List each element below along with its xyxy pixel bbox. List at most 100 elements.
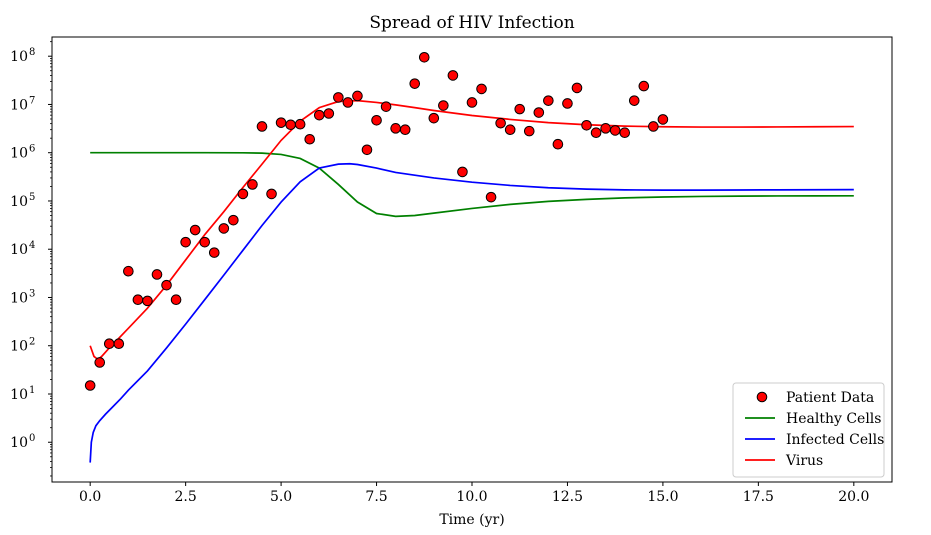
data-point xyxy=(409,78,421,89)
data-point xyxy=(361,144,373,156)
data-point xyxy=(189,224,201,236)
y-tick-label: 10 xyxy=(10,290,28,306)
x-tick-label: 2.5 xyxy=(175,489,197,505)
y-tick-exponent: 5 xyxy=(29,192,35,203)
data-point xyxy=(151,269,163,280)
data-point xyxy=(247,179,258,190)
data-point xyxy=(94,357,106,368)
legend-label-infected-cells: Infected Cells xyxy=(786,432,884,448)
legend-marker-patient-data xyxy=(756,391,768,403)
data-point xyxy=(304,133,316,145)
y-tick-exponent: 4 xyxy=(29,240,35,251)
y-tick-label: 10 xyxy=(10,339,28,355)
data-point xyxy=(294,118,306,130)
x-axis-label: Time (yr) xyxy=(439,512,504,528)
data-point xyxy=(590,127,602,138)
y-tick-exponent: 8 xyxy=(29,47,35,58)
data-point xyxy=(84,380,96,391)
data-point xyxy=(323,108,335,119)
data-point xyxy=(476,83,487,95)
data-point xyxy=(142,295,153,307)
data-point xyxy=(180,236,191,248)
data-point xyxy=(648,121,659,132)
data-point xyxy=(103,338,115,350)
data-point xyxy=(438,100,449,111)
legend-label-patient-data: Patient Data xyxy=(786,390,874,406)
data-point xyxy=(428,112,440,124)
y-tick-label: 10 xyxy=(10,242,28,258)
x-tick-label: 10.0 xyxy=(456,489,487,505)
legend: Patient Data Healthy Cells Infected Cell… xyxy=(732,382,885,478)
data-point xyxy=(237,188,249,200)
x-tick-label: 12.5 xyxy=(552,489,583,505)
data-point xyxy=(132,294,144,305)
x-tick-label: 17.5 xyxy=(743,489,774,505)
data-point xyxy=(638,80,650,92)
data-point xyxy=(447,70,459,81)
data-point xyxy=(571,82,583,94)
y-tick-exponent: 7 xyxy=(29,95,35,106)
data-point xyxy=(495,117,506,129)
y-tick-label: 10 xyxy=(10,435,28,451)
data-point xyxy=(657,114,669,125)
legend-label-virus: Virus xyxy=(785,453,823,469)
y-tick-exponent: 1 xyxy=(29,385,35,396)
x-axis-ticks: 0.0 2.5 5.0 7.5 10.0 12.5 15.0 17.5 20.0 xyxy=(79,482,869,505)
data-point xyxy=(208,247,220,258)
data-point xyxy=(390,123,401,134)
data-point xyxy=(266,188,277,200)
data-point xyxy=(352,90,363,102)
y-tick-label: 10 xyxy=(10,194,28,210)
series-line-infected-cells xyxy=(89,162,854,463)
data-point xyxy=(285,119,296,131)
data-point xyxy=(485,191,497,203)
data-point xyxy=(533,107,545,118)
data-point xyxy=(218,223,230,234)
data-point xyxy=(543,95,554,106)
data-point xyxy=(466,97,478,108)
data-point xyxy=(581,119,592,131)
data-point xyxy=(399,124,411,135)
data-point xyxy=(275,117,287,128)
x-tick-label: 0.0 xyxy=(79,489,101,505)
data-point xyxy=(600,123,611,134)
series-line-healthy-cells xyxy=(90,151,854,218)
data-point xyxy=(313,109,325,121)
y-tick-exponent: 3 xyxy=(29,288,35,299)
y-tick-label: 10 xyxy=(10,49,28,65)
series-line-virus xyxy=(89,99,854,361)
legend-box xyxy=(732,382,885,478)
data-point xyxy=(161,279,172,291)
x-tick-label: 15.0 xyxy=(647,489,678,505)
plot-marks xyxy=(84,51,854,463)
data-point xyxy=(609,125,621,136)
y-tick-exponent: 0 xyxy=(29,433,35,444)
data-point xyxy=(228,214,239,226)
data-point xyxy=(199,236,211,248)
data-point xyxy=(123,265,134,277)
data-point xyxy=(380,101,392,112)
chart-title: Spread of HIV Infection xyxy=(369,13,574,33)
y-tick-label: 10 xyxy=(10,387,28,403)
data-point xyxy=(371,114,382,126)
data-point xyxy=(523,125,535,137)
y-tick-exponent: 2 xyxy=(29,337,35,348)
data-point xyxy=(628,95,640,106)
data-point xyxy=(342,97,354,108)
data-point xyxy=(170,294,182,305)
y-tick-label: 10 xyxy=(10,97,28,113)
data-point xyxy=(418,51,430,63)
data-point xyxy=(619,127,631,138)
data-point xyxy=(552,138,564,150)
data-point xyxy=(256,121,268,132)
y-tick-exponent: 6 xyxy=(29,144,35,155)
x-tick-label: 7.5 xyxy=(365,489,387,505)
data-point xyxy=(504,124,516,135)
x-tick-label: 5.0 xyxy=(270,489,292,505)
data-point xyxy=(113,338,125,350)
data-point xyxy=(514,103,526,115)
data-point xyxy=(457,166,468,178)
legend-label-healthy-cells: Healthy Cells xyxy=(786,411,881,427)
